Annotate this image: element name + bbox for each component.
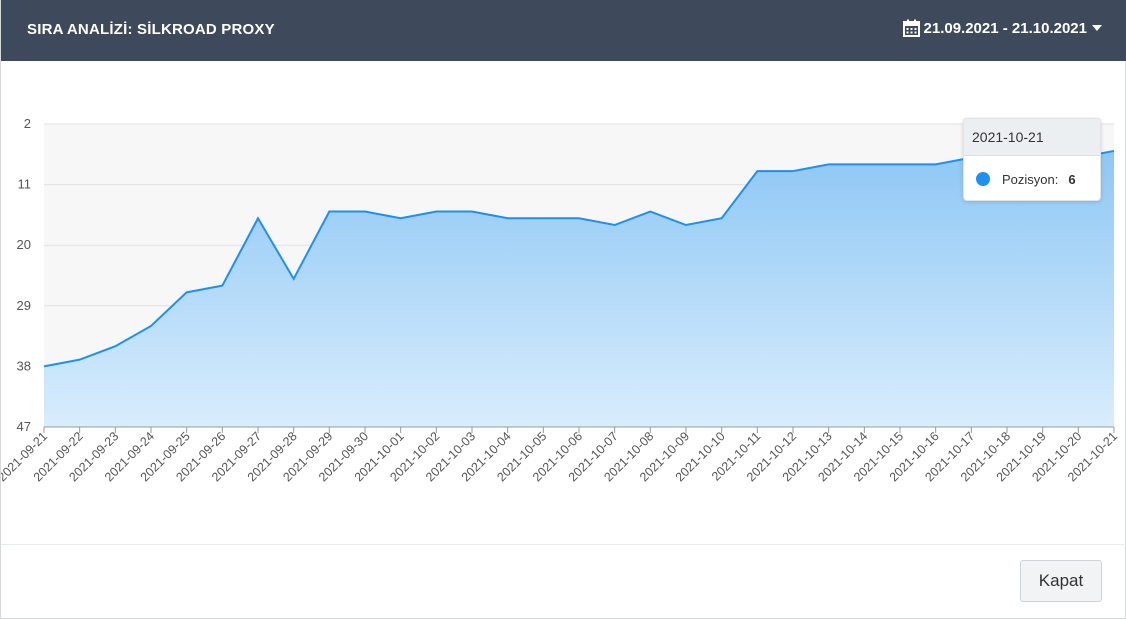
area-fill [44,150,1114,427]
y-tick-label: 47 [17,419,31,434]
modal-header: SIRA ANALİZİ: SİLKROAD PROXY 21.09.2021 … [1,0,1126,61]
date-range-label: 21.09.2021 - 21.10.2021 [923,19,1087,37]
series-marker-icon [976,172,990,186]
calendar-icon [902,19,920,37]
y-tick-label: 2 [24,116,31,131]
chart-tooltip: 2021-10-21 Pozisyon: 6 [963,118,1101,201]
y-tick-label: 38 [17,358,31,373]
tooltip-date: 2021-10-21 [964,119,1100,156]
series-line [43,149,1115,368]
rank-chart: 2 11 20 29 38 47 2021-09-21 2021-09-22 2021-09-… [1,61,1126,544]
y-tick-label: 11 [18,177,32,192]
modal-title: SIRA ANALİZİ: SİLKROAD PROXY [27,21,275,38]
y-tick-label: 29 [17,298,31,313]
tooltip-body: Pozisyon: 6 [964,156,1100,200]
tooltip-value: 6 [1068,171,1076,187]
footer-divider [1,544,1126,545]
y-tick-label: 20 [17,237,31,252]
tooltip-label: Pozisyon: [1002,171,1059,187]
close-button[interactable]: Kapat [1020,560,1102,602]
caret-down-icon [1091,24,1103,32]
date-range-picker[interactable]: 21.09.2021 - 21.10.2021 [902,19,1103,37]
